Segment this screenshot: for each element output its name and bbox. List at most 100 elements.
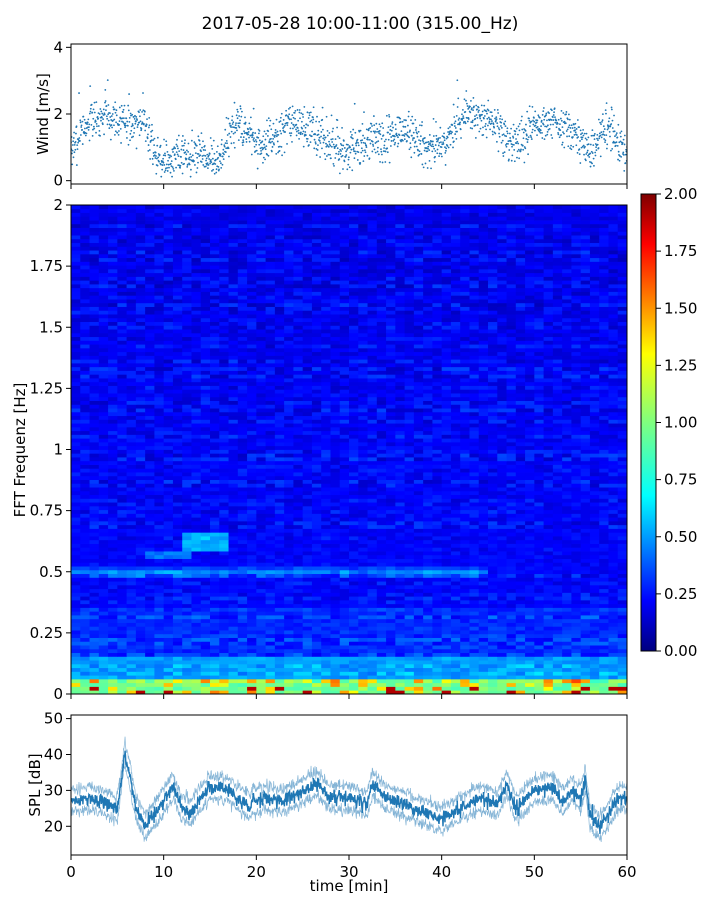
spectrogram-cell: [108, 599, 118, 605]
spectrogram-cell: [80, 505, 90, 511]
wind-point: [243, 130, 245, 133]
spectrogram-cell: [469, 536, 480, 541]
spectrogram-cell: [441, 645, 452, 650]
spectrogram-cell: [321, 520, 331, 526]
wind-point: [131, 124, 134, 127]
spectrogram-cell: [478, 682, 489, 687]
spectrogram-cell: [145, 517, 155, 522]
spectrogram-cell: [450, 498, 461, 503]
wind-point: [104, 100, 107, 102]
wind-point: [225, 140, 228, 142]
spectrogram-cell: [469, 678, 480, 684]
wind-point: [418, 153, 421, 156]
spectrogram-cell: [460, 524, 470, 529]
wind-point: [294, 110, 297, 112]
spectrogram-cell: [515, 656, 526, 661]
spectrogram-cell: [358, 592, 368, 597]
spectrogram-cell: [154, 573, 165, 578]
spectrogram-cell: [228, 584, 239, 590]
wind-point: [327, 145, 330, 148]
spectrogram-cell: [256, 502, 266, 507]
wind-point: [498, 128, 501, 131]
spectrogram-cell: [182, 637, 192, 642]
spectrogram-cell: [339, 569, 350, 575]
spectrogram-cell: [395, 573, 405, 578]
wind-point: [294, 117, 296, 120]
wind-point: [473, 105, 475, 108]
wind-point: [148, 124, 151, 127]
spectrogram-cell: [108, 543, 118, 548]
wind-point: [281, 123, 284, 126]
wind-point: [592, 157, 595, 160]
spectrogram-cell: [515, 505, 526, 511]
spectrogram-cell: [571, 494, 582, 499]
spectrogram-cell: [515, 581, 526, 586]
spectrogram-cell: [562, 675, 572, 680]
spectrogram-cell: [450, 645, 461, 650]
wind-point: [474, 124, 477, 127]
wind-point: [73, 143, 76, 146]
wind-point: [331, 138, 334, 140]
wind-point: [494, 132, 497, 135]
spectrogram-cell: [117, 660, 127, 665]
wind-point: [418, 139, 420, 142]
spectrogram-cell: [145, 524, 155, 529]
spectrogram-cell: [386, 584, 396, 590]
spectrogram-cell: [256, 660, 266, 665]
wind-point: [147, 144, 150, 146]
spectrogram-cell: [274, 671, 285, 676]
spectrogram-cell: [488, 656, 498, 661]
spectrogram-cell: [108, 637, 118, 642]
spectrogram-cell: [302, 554, 313, 559]
spectrogram-cell: [339, 547, 350, 552]
spectrogram-cell: [339, 678, 350, 684]
wind-point: [511, 154, 514, 157]
spectrogram-cell: [293, 596, 304, 601]
spectrogram-cell: [589, 528, 600, 533]
spectrogram-cell: [247, 505, 257, 511]
spectrogram-cell: [182, 547, 192, 552]
spectrogram-cell: [580, 656, 591, 661]
wind-point: [394, 123, 397, 126]
spectrogram-cell: [330, 637, 341, 642]
spectrogram-cell: [172, 622, 183, 627]
spectrogram-cell: [617, 630, 628, 635]
spectrogram-cell: [98, 551, 109, 556]
spectrogram-cell: [191, 626, 202, 631]
spectrogram-cell: [228, 603, 239, 608]
wind-point: [351, 169, 354, 172]
spectrogram-cell: [450, 573, 461, 578]
spectrogram-cell: [423, 633, 433, 638]
spectrogram-cell: [228, 498, 239, 503]
wind-point: [240, 136, 242, 138]
spectrogram-cell: [423, 596, 433, 601]
wind-point: [464, 110, 467, 113]
wind-point: [106, 79, 109, 82]
spectrogram-cell: [349, 648, 359, 654]
spectrogram-cell: [497, 524, 507, 529]
spectrogram-cell: [404, 675, 415, 680]
spectrogram-cell: [432, 588, 443, 593]
wind-point: [180, 161, 183, 164]
spectrogram-cell: [506, 611, 517, 616]
wind-point: [334, 138, 337, 141]
spectrogram-cell: [108, 652, 118, 657]
spectrogram-cell: [89, 566, 100, 571]
spectrogram-cell: [330, 599, 341, 605]
wind-point: [470, 100, 472, 102]
spectrogram-cell: [608, 633, 619, 638]
wind-point: [88, 139, 91, 142]
wind-point: [190, 168, 192, 171]
spectrogram-cell: [599, 690, 609, 695]
spectrogram-cell: [108, 573, 118, 578]
wind-point: [607, 127, 610, 129]
wind-point: [283, 126, 285, 128]
spectrogram-cell: [154, 667, 165, 672]
spectrogram-cell: [367, 509, 378, 514]
wind-point: [519, 149, 522, 152]
spectrogram-cell: [515, 502, 526, 507]
wind-point: [355, 144, 358, 147]
spectrogram-cell: [172, 581, 183, 586]
spectrogram-cell: [423, 517, 433, 522]
spectrogram-cell: [117, 667, 127, 672]
